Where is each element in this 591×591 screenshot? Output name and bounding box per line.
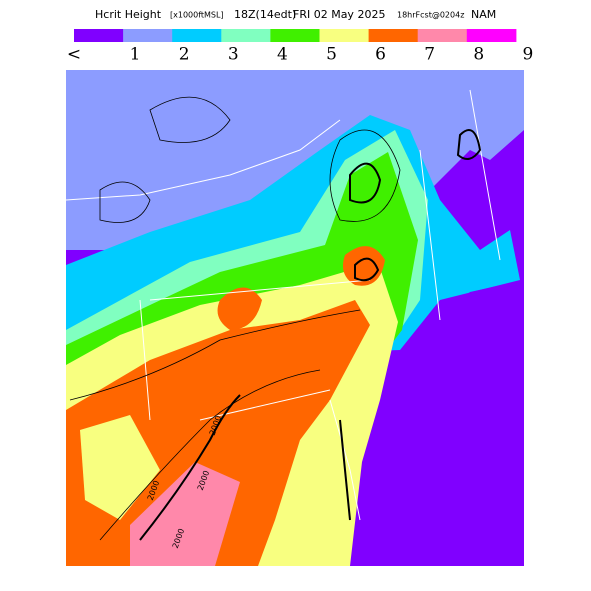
colorbar: <1 2 3 4 5 6 7 8 9 xyxy=(67,29,533,65)
legend-swatch xyxy=(368,29,419,42)
title-part: [x1000ftMSL] xyxy=(170,11,224,20)
map: 2000 2000 2000 2000 xyxy=(66,70,524,566)
field xyxy=(352,280,524,566)
legend-swatch xyxy=(319,29,370,42)
legend-swatch xyxy=(270,29,320,42)
field xyxy=(130,462,240,566)
title-part: 18Z(14edt) xyxy=(234,8,296,21)
legend-label: 9 xyxy=(522,45,533,65)
legend-label: 8 xyxy=(473,45,484,65)
legend-label: 7 xyxy=(424,45,435,65)
legend-label: < xyxy=(67,45,81,65)
title-part: 18hrFcst@0204z xyxy=(397,11,464,20)
title-part: FRI 02 May 2025 xyxy=(293,8,385,21)
contours xyxy=(69,96,482,541)
title-part: Hcrit Height xyxy=(95,8,162,21)
legend-swatch xyxy=(172,29,222,42)
legend-label: 4 xyxy=(277,45,288,65)
legend-label: 3 xyxy=(228,45,239,65)
legend-swatch xyxy=(123,29,173,42)
state-lines xyxy=(66,89,501,521)
title: Hcrit Height [x1000ftMSL] 18Z(14edt) FRI… xyxy=(95,8,496,21)
legend-label: 5 xyxy=(326,45,337,65)
legend-label: 6 xyxy=(375,45,386,65)
field xyxy=(66,70,524,250)
legend-swatch xyxy=(74,29,124,42)
legend-swatch xyxy=(417,29,468,42)
legend-swatch xyxy=(221,29,271,42)
title-part: NAM xyxy=(471,8,496,21)
legend-swatch xyxy=(466,29,517,42)
legend-label: 1 xyxy=(130,45,141,65)
legend-label: 2 xyxy=(179,45,190,65)
